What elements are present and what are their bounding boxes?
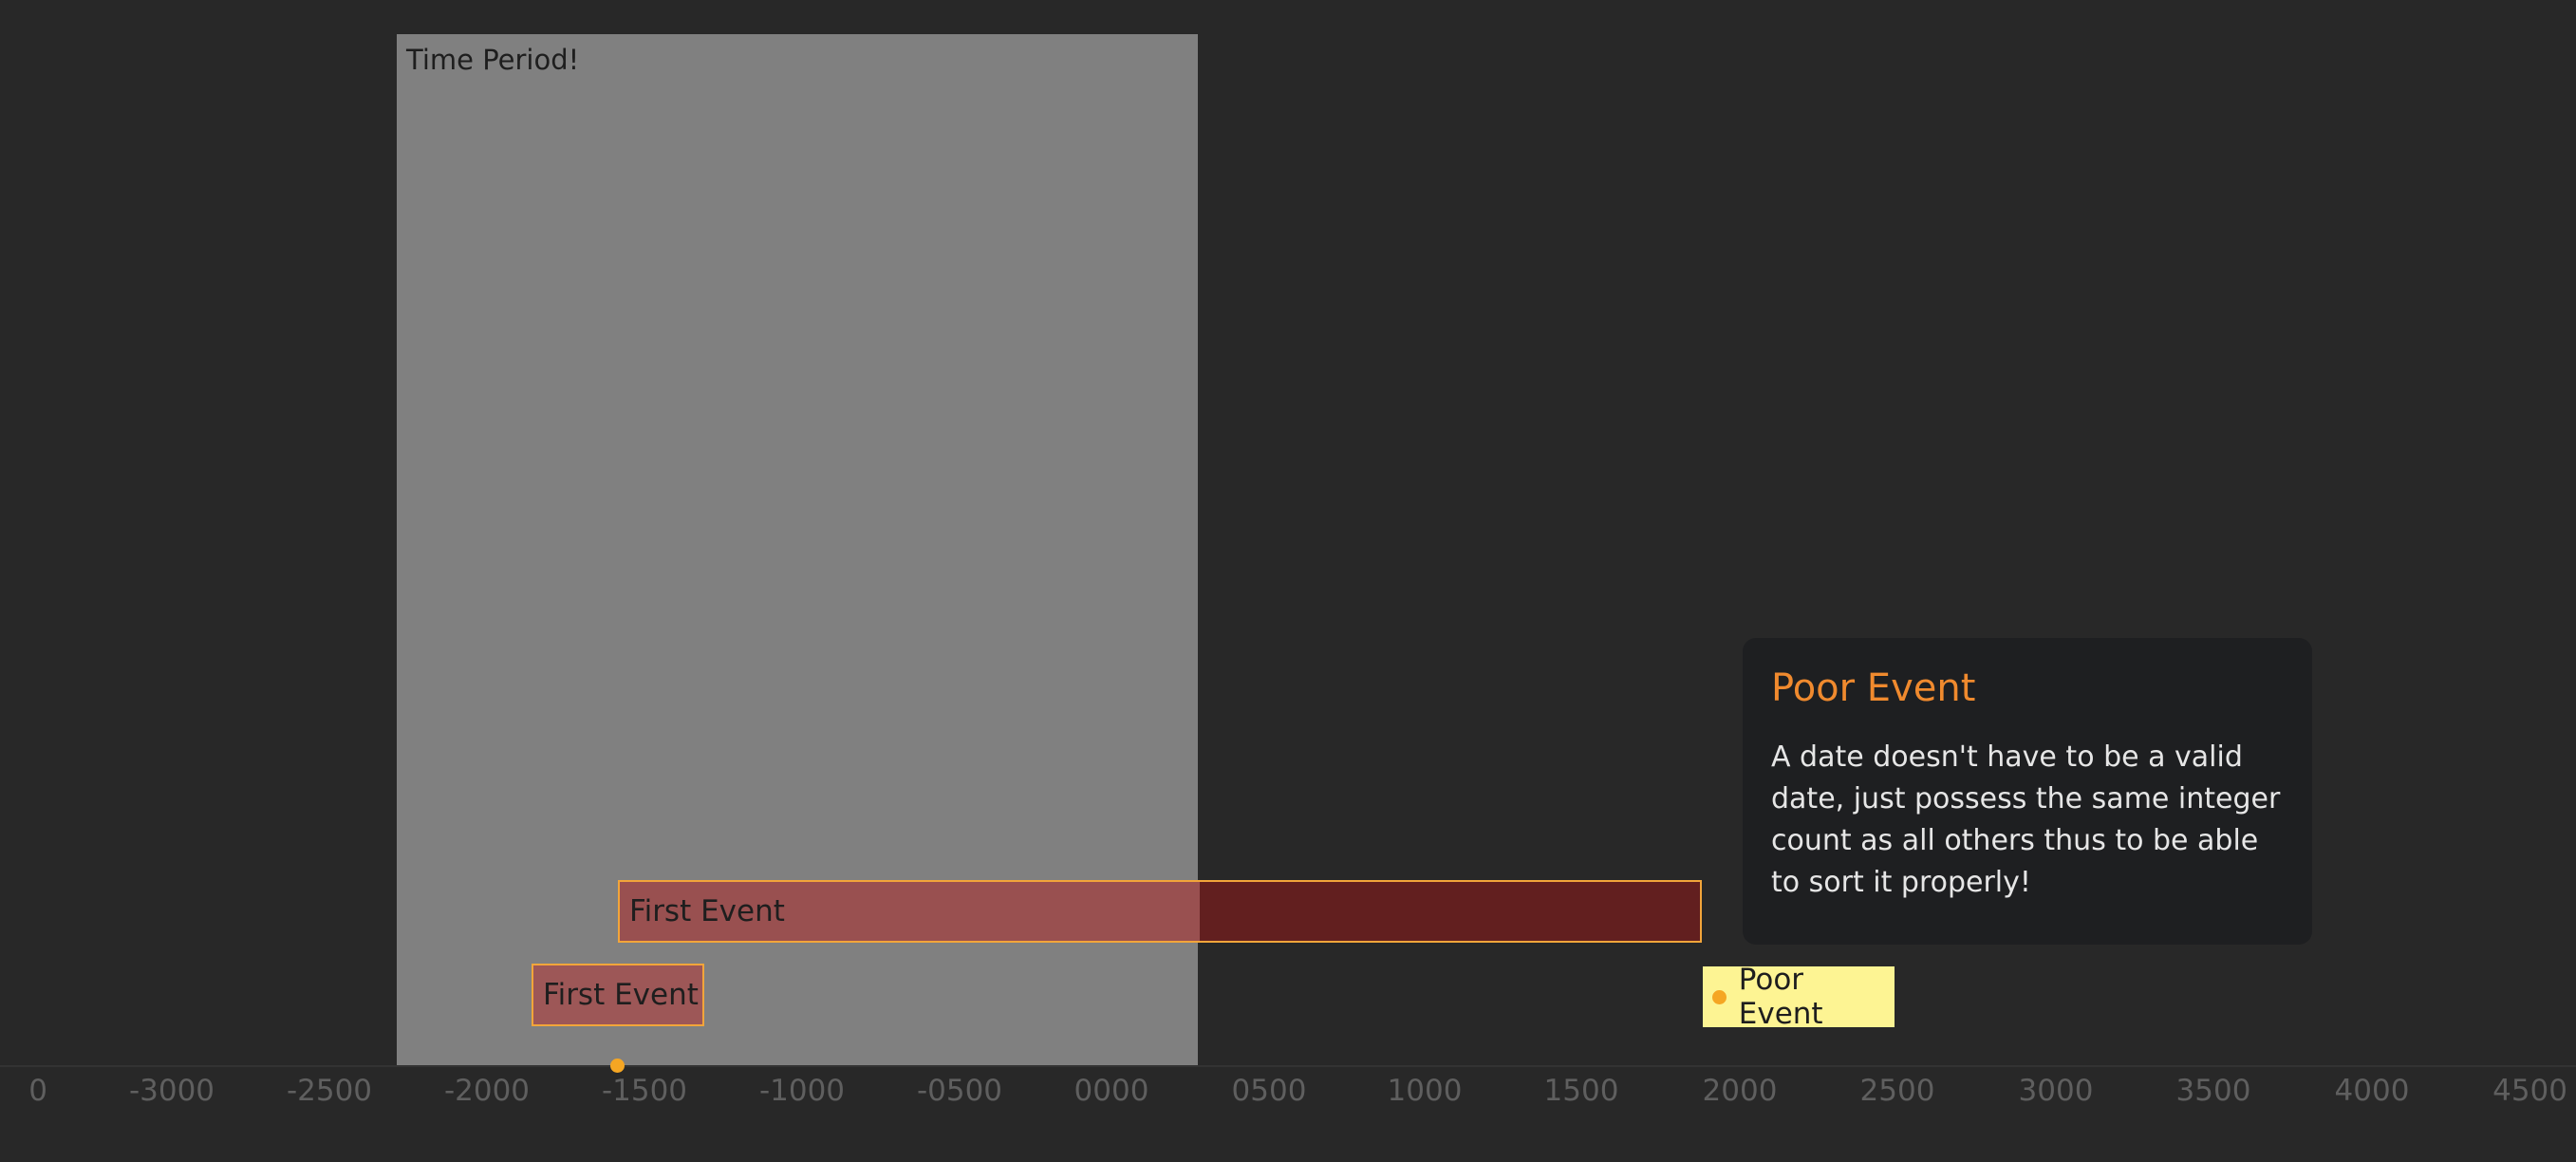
axis-tick-label: -2500 (286, 1074, 373, 1108)
axis-marker-dot-icon (610, 1059, 625, 1073)
tooltip-body: A date doesn't have to be a valid date, … (1771, 740, 2281, 899)
axis-tick-label: 3500 (2175, 1074, 2251, 1108)
axis-tick-label: 4500 (2492, 1074, 2567, 1108)
axis-tick-label: 3000 (2018, 1074, 2094, 1108)
time-period-label: Time Period! (406, 44, 580, 76)
event-label: First Event (629, 894, 785, 928)
axis-tick-label: 0 (28, 1074, 47, 1108)
axis-tick-label: -0500 (916, 1074, 1003, 1108)
axis-tick-label: -3000 (128, 1074, 215, 1108)
period-overlap-shade (620, 882, 1200, 941)
point-event-poor-event[interactable]: Poor Event (1703, 963, 1895, 1031)
axis-tick-label: 4000 (2334, 1074, 2410, 1108)
axis-tick-label: 0000 (1073, 1074, 1149, 1108)
event-tooltip: Poor Event A date doesn't have to be a v… (1743, 638, 2312, 945)
event-label: Poor Event (1738, 963, 1823, 1031)
axis-tick-label: -2000 (443, 1074, 531, 1108)
tooltip-title: Poor Event (1771, 666, 1976, 710)
event-label: First Event (543, 978, 699, 1012)
axis-tick-label: 0500 (1231, 1074, 1307, 1108)
axis-tick-label: 1500 (1543, 1074, 1619, 1108)
axis-tick-label: -1500 (601, 1074, 688, 1108)
point-event-dot-icon (1712, 989, 1727, 1004)
event-bar-first-event-long[interactable]: First Event (618, 880, 1702, 943)
axis-tick-label: -1000 (758, 1074, 846, 1108)
event-bar-first-event-short[interactable]: First Event (532, 964, 704, 1026)
axis-tick-label: 2500 (1859, 1074, 1935, 1108)
axis-tick-label: 2000 (1702, 1074, 1778, 1108)
axis-tick-label: 1000 (1387, 1074, 1463, 1108)
timeline-axis (0, 1065, 2576, 1067)
